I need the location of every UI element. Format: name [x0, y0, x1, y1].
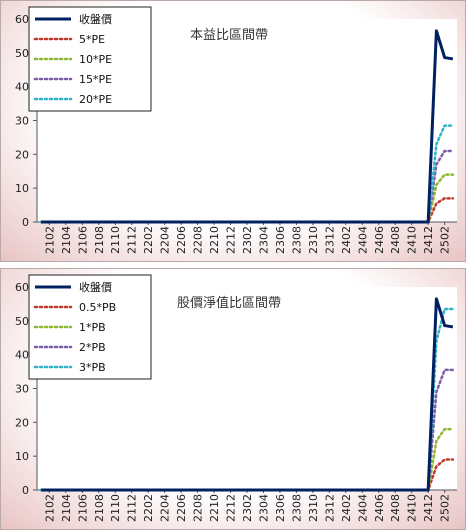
- y-tick-label: 30: [15, 115, 29, 128]
- y-tick-label: 30: [15, 383, 29, 396]
- x-tick-label: 2110: [109, 226, 122, 254]
- y-tick-label: 60: [15, 281, 29, 294]
- x-tick-label: 2306: [274, 494, 287, 522]
- y-tick-label: 50: [15, 315, 29, 328]
- x-tick-label: 2406: [373, 226, 386, 254]
- x-tick-label: 2402: [340, 494, 353, 522]
- x-tick-label: 2412: [422, 226, 435, 254]
- legend-label-3: 15*PE: [79, 73, 112, 86]
- x-tick-label: 2206: [175, 226, 188, 254]
- legend-label-0: 收盤價: [79, 12, 112, 26]
- x-tick-label: 2404: [356, 494, 369, 522]
- x-tick-label: 2308: [290, 494, 303, 522]
- pb-band-chart-panel: 0 10 20 30 40 50 60 2102 2104 2106 2108 2110 2112 220…: [0, 268, 466, 530]
- x-tick-label: 2410: [406, 226, 419, 254]
- x-tick-label: 2202: [142, 494, 155, 522]
- x-tick-label: 2410: [406, 494, 419, 522]
- x-tick-label: 2210: [208, 226, 221, 254]
- x-tick-label: 2110: [109, 494, 122, 522]
- x-tick-label: 2408: [389, 494, 402, 522]
- x-tick-label: 2104: [60, 226, 73, 254]
- legend-label-1: 5*PE: [79, 33, 105, 46]
- series-line-0: [41, 297, 454, 492]
- legend-label-3: 2*PB: [79, 341, 106, 354]
- x-tick-label: 2204: [159, 226, 172, 254]
- y-tick-label: 40: [15, 81, 29, 94]
- x-tick-label: 2210: [208, 494, 221, 522]
- y-tick-label: 50: [15, 47, 29, 60]
- x-tick-label: 2106: [76, 226, 89, 254]
- x-tick-label: 2306: [274, 226, 287, 254]
- x-tick-label: 2212: [225, 494, 238, 522]
- x-tick-label: 2208: [192, 226, 205, 254]
- y-tick-label: 60: [15, 13, 29, 26]
- x-tick-label: 2102: [43, 494, 56, 522]
- x-tick-label: 2408: [389, 226, 402, 254]
- x-tick-label: 2302: [241, 226, 254, 254]
- x-tick-label: 2108: [93, 226, 106, 254]
- x-tick-label: 2208: [192, 494, 205, 522]
- x-tick-label: 2404: [356, 226, 369, 254]
- y-tick-label: 20: [15, 416, 29, 429]
- chart-title: 股價淨值比區間帶: [177, 295, 281, 311]
- x-tick-label: 2308: [290, 226, 303, 254]
- series-line-0: [41, 29, 454, 224]
- x-tick-label: 2112: [126, 226, 139, 254]
- y-tick-label: 20: [15, 148, 29, 161]
- x-tick-label: 2304: [257, 226, 270, 254]
- x-tick-label: 2304: [257, 494, 270, 522]
- legend: 收盤價 5*PE 10*PE 15*PE 20*PE: [28, 6, 152, 112]
- x-tick-label: 2112: [126, 494, 139, 522]
- chart-title: 本益比區間帶: [190, 28, 268, 43]
- x-tick-label: 2202: [142, 226, 155, 254]
- x-tick-label: 2102: [43, 226, 56, 254]
- x-tick-label: 2204: [159, 494, 172, 522]
- x-tick-label: 2212: [225, 226, 238, 254]
- legend-label-0: 收盤價: [79, 280, 112, 294]
- x-tick-label: 2310: [307, 494, 320, 522]
- x-tick-label: 2402: [340, 226, 353, 254]
- legend-label-2: 10*PE: [79, 53, 112, 66]
- y-tick-label: 10: [15, 182, 29, 195]
- x-tick-label: 2406: [373, 494, 386, 522]
- x-tick-label: 2312: [323, 494, 336, 522]
- legend-label-1: 0.5*PB: [79, 301, 116, 314]
- x-tick-label: 2302: [241, 494, 254, 522]
- x-tick-label: 2106: [76, 494, 89, 522]
- x-tick-label: 2108: [93, 494, 106, 522]
- x-tick-label: 2412: [422, 494, 435, 522]
- y-tick-label: 0: [22, 484, 29, 497]
- x-tick-label: 2206: [175, 494, 188, 522]
- x-tick-label: 2502: [439, 226, 452, 254]
- x-tick-label: 2104: [60, 494, 73, 522]
- pe-band-chart-panel: 0 10 20 30 40 50 60 2102 2104 2106 2108 2110 2112 220…: [0, 0, 466, 262]
- legend-label-2: 1*PB: [79, 321, 106, 334]
- x-tick-label: 2502: [439, 494, 452, 522]
- y-tick-label: 10: [15, 450, 29, 463]
- legend-label-4: 20*PE: [79, 93, 112, 106]
- y-tick-label: 0: [22, 216, 29, 229]
- x-tick-label: 2310: [307, 226, 320, 254]
- x-tick-label: 2312: [323, 226, 336, 254]
- legend: 收盤價 0.5*PB 1*PB 2*PB 3*PB: [28, 274, 152, 380]
- y-tick-label: 40: [15, 349, 29, 362]
- legend-label-4: 3*PB: [79, 361, 106, 374]
